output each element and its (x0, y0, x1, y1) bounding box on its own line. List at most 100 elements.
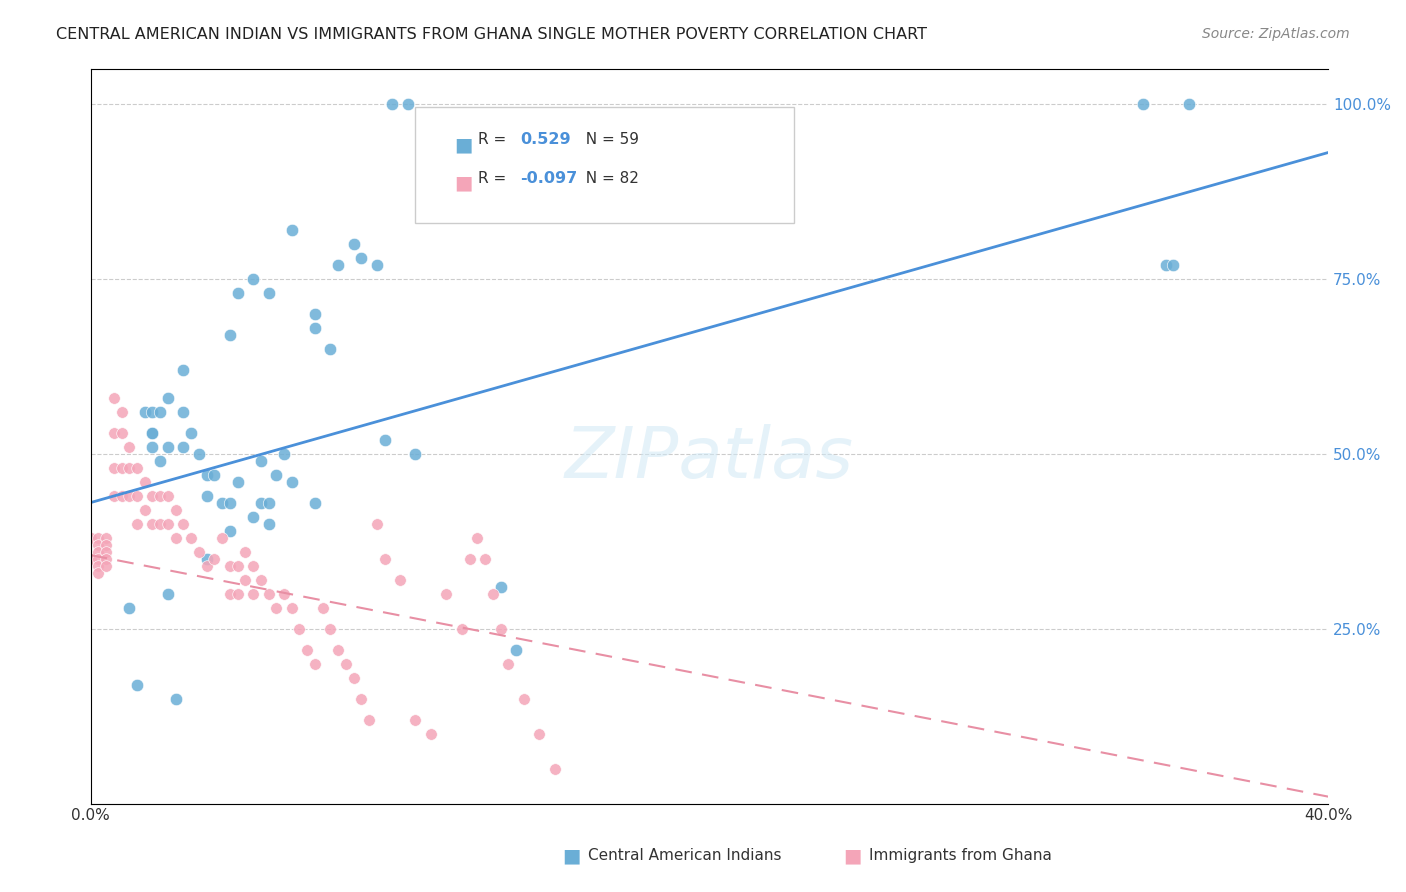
Point (304, 657, 326, 671)
Point (195, 551, 218, 566)
Text: Immigrants from Ghana: Immigrants from Ghana (869, 847, 1052, 863)
Point (242, 271, 264, 285)
Point (125, 489, 148, 503)
Point (350, 691, 373, 706)
Point (366, 258, 388, 272)
Point (249, 453, 271, 467)
Text: R =: R = (478, 132, 512, 147)
Point (94, 538, 117, 552)
Point (357, 713, 380, 727)
Point (134, 404, 156, 418)
Point (141, 440, 163, 454)
Point (226, 586, 249, 600)
Point (1132, 96, 1154, 111)
Text: ZIPatlas: ZIPatlas (565, 424, 853, 492)
Point (458, 551, 481, 566)
Point (211, 495, 233, 509)
Point (489, 622, 512, 636)
Point (404, 446, 426, 460)
Point (141, 425, 163, 440)
Text: ■: ■ (562, 847, 581, 865)
Point (226, 475, 249, 489)
Point (79, 531, 101, 545)
Point (94, 531, 117, 545)
Point (187, 446, 209, 460)
Point (94, 558, 117, 573)
Point (1379, 96, 1402, 111)
Point (125, 460, 148, 475)
Text: ■: ■ (844, 847, 862, 865)
Point (451, 622, 474, 636)
Point (264, 467, 287, 482)
Point (165, 531, 187, 545)
Point (350, 251, 373, 265)
Point (202, 551, 225, 566)
Point (156, 586, 179, 600)
Point (202, 467, 225, 482)
Point (505, 642, 527, 657)
Point (118, 440, 141, 454)
Point (180, 531, 202, 545)
Point (366, 516, 388, 531)
Text: ■: ■ (454, 136, 472, 154)
Text: -0.097: -0.097 (520, 171, 578, 186)
Point (489, 580, 512, 594)
Point (226, 285, 249, 300)
Point (87, 531, 110, 545)
Point (342, 236, 364, 251)
Point (94, 544, 117, 558)
Point (110, 404, 132, 418)
Point (474, 551, 496, 566)
Point (1163, 258, 1185, 272)
Point (141, 516, 163, 531)
Point (211, 531, 233, 545)
Point (110, 425, 132, 440)
Text: CENTRAL AMERICAN INDIAN VS IMMIGRANTS FROM GHANA SINGLE MOTHER POVERTY CORRELATI: CENTRAL AMERICAN INDIAN VS IMMIGRANTS FR… (56, 27, 927, 42)
Text: ■: ■ (454, 174, 472, 193)
Point (404, 713, 426, 727)
Point (249, 573, 271, 587)
Point (141, 489, 163, 503)
Point (280, 222, 302, 236)
Point (218, 586, 240, 600)
Point (280, 475, 302, 489)
Point (94, 551, 117, 566)
Point (87, 551, 110, 566)
Point (110, 489, 132, 503)
Point (388, 573, 411, 587)
Point (242, 558, 264, 573)
Point (87, 544, 110, 558)
Point (304, 495, 326, 509)
Point (319, 622, 342, 636)
Point (149, 489, 172, 503)
Point (233, 573, 256, 587)
Point (103, 489, 125, 503)
Point (342, 671, 364, 685)
Point (326, 642, 349, 657)
Point (149, 404, 172, 418)
Point (165, 502, 187, 516)
Point (288, 622, 311, 636)
Point (396, 96, 419, 111)
Text: Central American Indians: Central American Indians (588, 847, 782, 863)
Point (118, 460, 141, 475)
Point (195, 467, 218, 482)
Point (242, 586, 264, 600)
Point (165, 691, 187, 706)
Point (156, 440, 179, 454)
Point (319, 342, 342, 356)
Point (79, 551, 101, 566)
Point (373, 433, 395, 447)
Point (141, 404, 163, 418)
Point (125, 677, 148, 691)
Point (419, 726, 441, 740)
Point (218, 327, 240, 342)
Point (1178, 96, 1201, 111)
Point (218, 558, 240, 573)
Point (195, 489, 218, 503)
Point (134, 475, 156, 489)
Point (513, 691, 536, 706)
Point (304, 307, 326, 321)
Point (273, 446, 295, 460)
Point (498, 657, 520, 671)
